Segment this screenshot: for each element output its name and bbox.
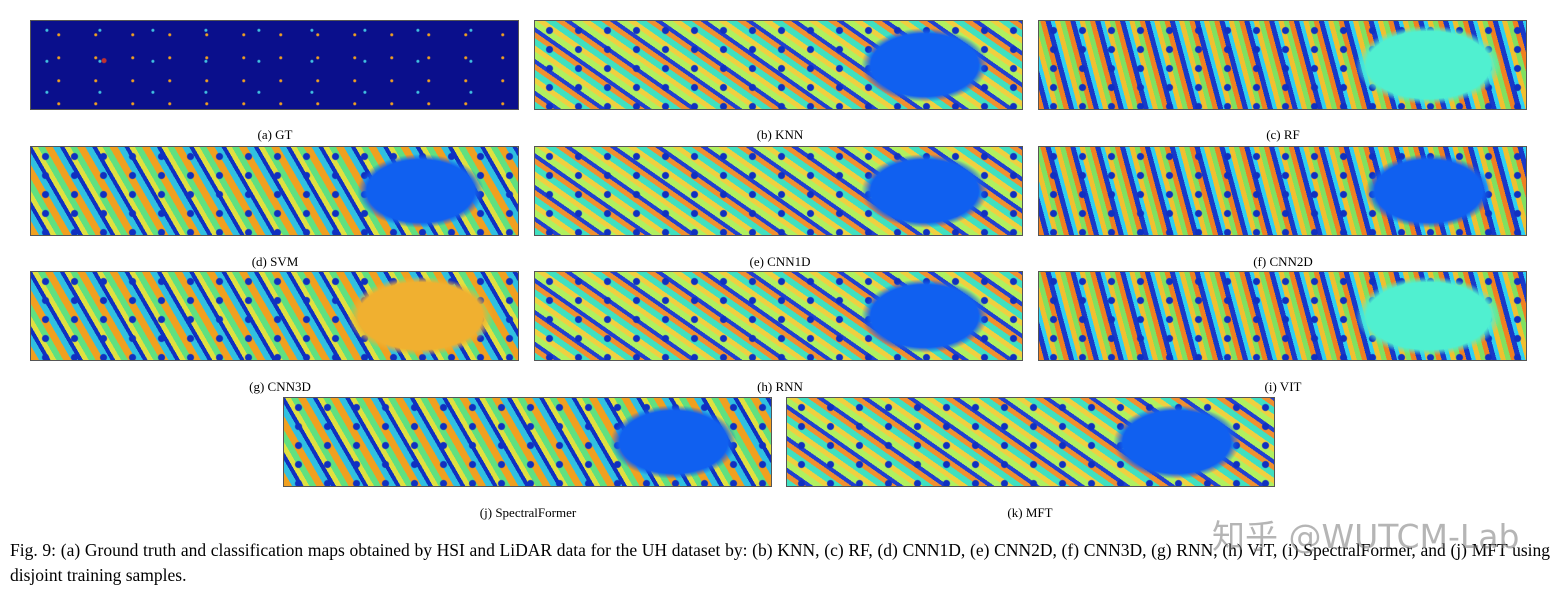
watermark: 知乎 @WUTCM-Lab (1212, 517, 1520, 556)
classification-map (30, 146, 519, 236)
subfigure-label: (e) CNN1D (749, 254, 811, 269)
classification-map (1038, 146, 1527, 236)
subfigure-label: (b) KNN (756, 127, 804, 142)
subfigure-label: (g) CNN3D (249, 379, 311, 394)
subfigure-label: (k) MFT (1007, 505, 1053, 520)
subfigure-label: (i) VIT (1264, 379, 1302, 394)
classification-map (534, 146, 1023, 236)
subfigure-label: (c) RF (1266, 127, 1300, 142)
subfigure-label: (d) SVM (251, 254, 299, 269)
classification-map (1038, 20, 1527, 110)
classification-map (786, 397, 1275, 487)
subfigure-label: (a) GT (257, 127, 293, 142)
classification-map (30, 271, 519, 361)
classification-map (1038, 271, 1527, 361)
figure-caption: Fig. 9: (a) Ground truth and classificat… (10, 540, 1550, 585)
subfigure-label: (f) CNN2D (1253, 254, 1313, 269)
subfigure-label: (j) SpectralFormer (479, 505, 577, 520)
classification-map (283, 397, 772, 487)
subfigure-label: (h) RNN (757, 379, 803, 394)
classification-map (534, 271, 1023, 361)
classification-map (534, 20, 1023, 110)
classification-map (30, 20, 519, 110)
